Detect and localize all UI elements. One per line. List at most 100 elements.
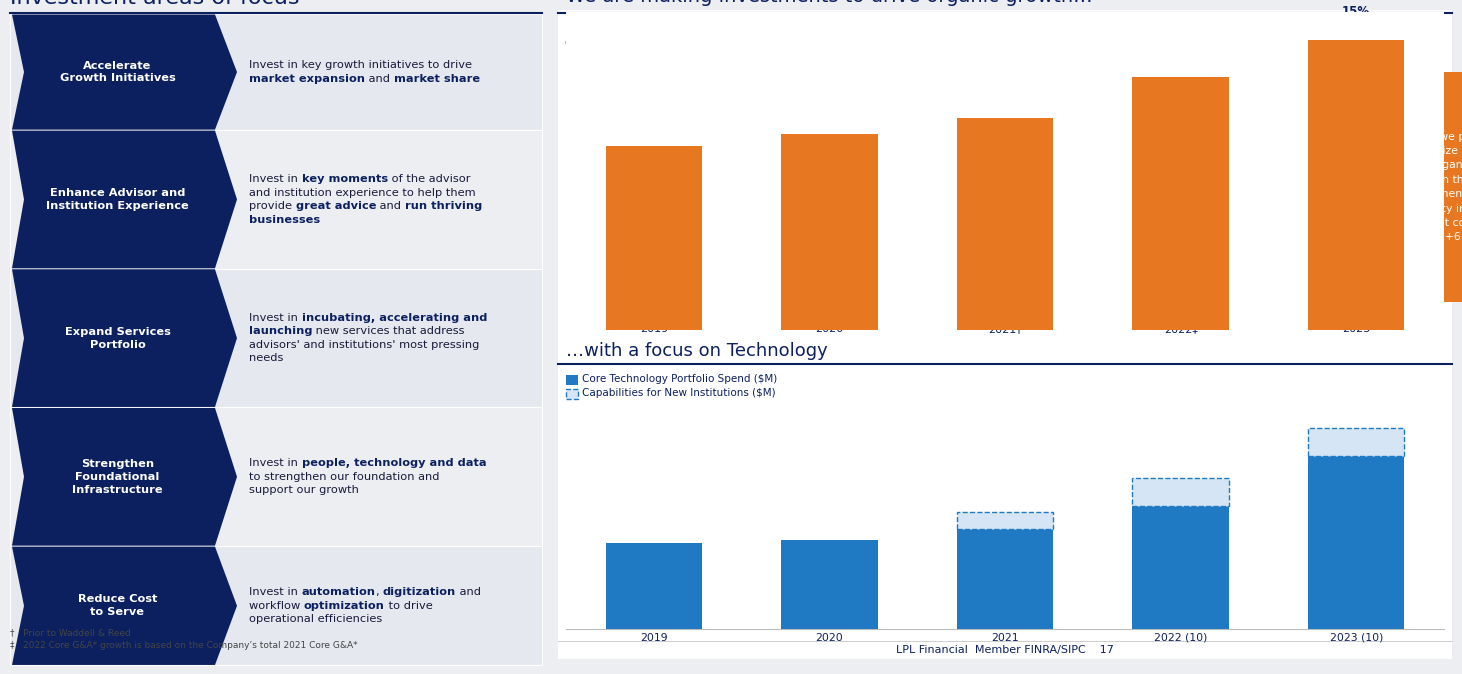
Text: new services that address: new services that address (313, 326, 465, 336)
Bar (558, 10, 1452, 338)
Bar (1308, 428, 1405, 456)
Text: ~$360: ~$360 (1336, 410, 1376, 421)
Bar (566, 25, 577, 35)
Text: digitization: digitization (383, 587, 456, 597)
Text: 2020: 2020 (816, 324, 844, 334)
Text: to strengthen our foundation and: to strengthen our foundation and (249, 472, 440, 482)
Text: 2022 (10): 2022 (10) (1154, 633, 1208, 643)
Text: ~$50: ~$50 (1165, 487, 1196, 497)
Bar (781, 540, 877, 629)
Text: and: and (366, 73, 393, 84)
Bar (558, 338, 1452, 659)
Polygon shape (12, 270, 237, 407)
Text: ~$50: ~$50 (1341, 437, 1371, 448)
Polygon shape (12, 131, 237, 268)
Text: CAGR: CAGR (991, 493, 1019, 503)
Text: operational efficiencies: operational efficiencies (249, 614, 382, 624)
Bar (605, 146, 702, 330)
Text: We are making investments to drive organic growth…: We are making investments to drive organ… (566, 0, 1092, 6)
Bar (10, 130, 542, 269)
Text: Invest in key growth initiatives to drive: Invest in key growth initiatives to driv… (249, 60, 475, 70)
Circle shape (977, 462, 1034, 518)
Text: ‡   2022 Core G&A* growth is based on the Company’s total 2021 Core G&A*: ‡ 2022 Core G&A* growth is based on the … (10, 641, 358, 650)
Text: Invest in: Invest in (249, 458, 301, 468)
Text: of the advisor: of the advisor (387, 174, 471, 184)
Bar (956, 118, 1053, 330)
Text: and: and (456, 587, 481, 597)
Text: and institution experience to help them: and institution experience to help them (249, 187, 475, 197)
Text: ~$999: ~$999 (985, 219, 1025, 229)
Bar (1308, 40, 1405, 330)
Text: support our growth: support our growth (249, 485, 358, 495)
Text: †   Prior to Waddell & Reed: † Prior to Waddell & Reed (10, 628, 130, 637)
Text: ~$210: ~$210 (985, 494, 1025, 504)
Polygon shape (12, 547, 237, 665)
Text: launching: launching (249, 326, 313, 336)
Bar (781, 134, 877, 330)
Text: ~$868: ~$868 (633, 233, 674, 243)
Text: run thriving: run thriving (405, 201, 482, 211)
Text: ~$160: ~$160 (810, 580, 849, 589)
Text: Annual Core G&A* Growth: Annual Core G&A* Growth (582, 37, 719, 47)
Text: 2021†: 2021† (988, 324, 1022, 334)
Text: incubating, accelerating and: incubating, accelerating and (301, 313, 487, 323)
Bar (566, 375, 577, 385)
Text: 2019: 2019 (640, 324, 668, 334)
Text: 2023: 2023 (1342, 324, 1370, 334)
Text: ~$270: ~$270 (1161, 460, 1200, 470)
Bar (1308, 456, 1405, 629)
Text: 2020: 2020 (816, 633, 844, 643)
Text: workflow: workflow (249, 601, 304, 611)
Text: …with a focus on Technology: …with a focus on Technology (566, 342, 827, 360)
Text: 2023 (10): 2023 (10) (1329, 633, 1383, 643)
Text: people, technology and data: people, technology and data (301, 458, 487, 468)
Text: great advice: great advice (295, 201, 376, 211)
Bar (10, 408, 542, 546)
Text: Invest in: Invest in (249, 313, 301, 323)
Text: Accelerate
Growth Initiatives: Accelerate Growth Initiatives (60, 61, 175, 84)
Text: 15%: 15% (1342, 5, 1370, 18)
Bar (605, 543, 702, 629)
FancyBboxPatch shape (1373, 72, 1462, 302)
Text: LPL Financial  Member FINRA/SIPC    17: LPL Financial Member FINRA/SIPC 17 (896, 645, 1114, 655)
Text: market expansion: market expansion (249, 73, 366, 84)
Text: 2019: 2019 (640, 633, 668, 643)
Text: ~23%: ~23% (985, 476, 1025, 489)
Text: optimization: optimization (304, 601, 385, 611)
Text: Core Technology Portfolio Spend ($M): Core Technology Portfolio Spend ($M) (582, 374, 778, 384)
Text: automation: automation (301, 587, 376, 597)
Bar (10, 14, 542, 130)
Text: ~$155: ~$155 (635, 581, 674, 591)
Text: Investment areas of focus: Investment areas of focus (10, 0, 300, 8)
Text: to drive: to drive (385, 601, 433, 611)
Bar (956, 512, 1053, 528)
Text: In 2024, we plan to continue
to prioritize investments to
drive organic growth, : In 2024, we plan to continue to prioriti… (1389, 131, 1462, 243)
Polygon shape (12, 15, 237, 129)
Text: and: and (376, 201, 405, 211)
Text: advisors' and institutions' most pressing: advisors' and institutions' most pressin… (249, 340, 480, 350)
Text: Invest in: Invest in (249, 174, 301, 184)
Text: ~$30: ~$30 (990, 516, 1020, 525)
Text: 2021: 2021 (991, 633, 1019, 643)
Text: ~$180: ~$180 (985, 574, 1025, 584)
Text: Expand Services
Portfolio: Expand Services Portfolio (64, 327, 171, 350)
Text: Enhance Advisor and
Institution Experience: Enhance Advisor and Institution Experien… (47, 188, 189, 211)
Bar (1132, 479, 1230, 506)
Bar (956, 528, 1053, 629)
Text: ~$925: ~$925 (810, 227, 849, 237)
Text: 2022‡: 2022‡ (1164, 324, 1197, 334)
Text: market share: market share (393, 73, 480, 84)
Text: Invest in: Invest in (249, 587, 301, 597)
Text: businesses: businesses (249, 215, 320, 224)
Text: 6.5%: 6.5% (813, 99, 846, 112)
Text: ~$220: ~$220 (1161, 563, 1200, 573)
Bar (1132, 78, 1230, 330)
Text: ,: , (376, 587, 383, 597)
Text: Reduce Cost
to Serve: Reduce Cost to Serve (77, 594, 158, 617)
Text: Capabilities for New Institutions ($M): Capabilities for New Institutions ($M) (582, 388, 776, 398)
Text: 8%: 8% (996, 83, 1015, 96)
Bar (1132, 506, 1230, 629)
Text: Strengthen
Foundational
Infrastructure: Strengthen Foundational Infrastructure (72, 459, 162, 495)
Text: needs: needs (249, 353, 284, 363)
Bar (566, 389, 577, 399)
